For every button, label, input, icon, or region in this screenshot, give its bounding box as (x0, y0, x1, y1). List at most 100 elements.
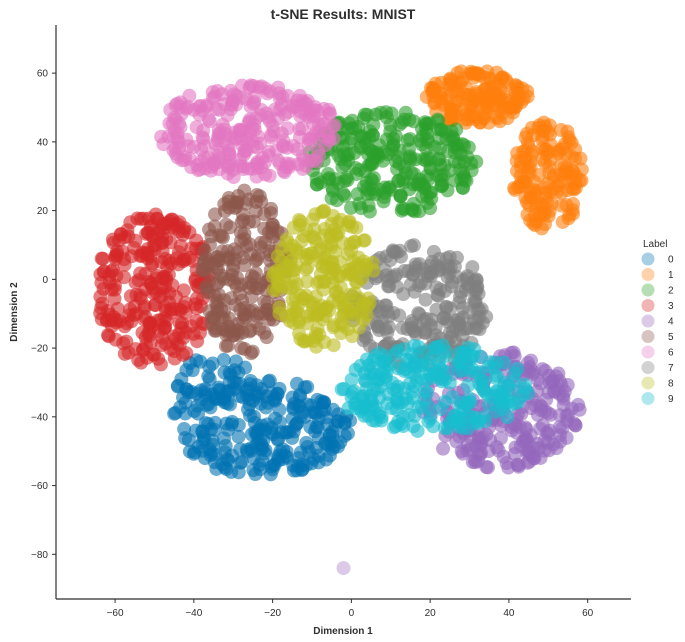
scatter-point-8 (345, 219, 360, 234)
scatter-point-0 (209, 461, 224, 476)
scatter-point-4 (483, 433, 498, 448)
scatter-point-6 (306, 109, 321, 124)
scatter-point-1 (539, 147, 554, 162)
scatter-point-4 (537, 433, 552, 448)
scatter-point-1 (547, 168, 562, 183)
scatter-point-2 (310, 177, 325, 192)
scatter-point-2 (406, 177, 421, 192)
legend-marker (641, 345, 655, 359)
series-6-points (154, 78, 342, 184)
legend-item-3: 3 (641, 299, 674, 312)
scatter-point-8 (270, 249, 285, 264)
scatter-point-3 (158, 299, 173, 314)
scatter-point-2 (419, 151, 434, 166)
scatter-point-5 (227, 275, 242, 290)
scatter-point-2 (464, 156, 479, 171)
scatter-point-7 (387, 269, 402, 284)
scatter-point-2 (360, 107, 375, 122)
scatter-point-5 (257, 325, 272, 340)
legend-marker (641, 283, 655, 297)
scatter-point-8 (347, 235, 362, 250)
scatter-point-2 (432, 141, 447, 156)
scatter-point-9 (378, 349, 393, 364)
y-tick-label: −60 (31, 481, 48, 492)
legend-label: 8 (668, 379, 674, 390)
scatter-point-2 (407, 167, 422, 182)
legend-item-0: 0 (641, 252, 674, 266)
scatter-point-9 (463, 395, 478, 410)
scatter-point-9 (483, 355, 498, 370)
legend-marker (641, 361, 655, 374)
scatter-point-7 (386, 305, 401, 320)
scatter-point-7 (386, 244, 401, 259)
scatter-point-7 (370, 316, 385, 331)
scatter-point-0 (193, 354, 208, 369)
scatter-point-5 (242, 280, 257, 295)
scatter-point-2 (415, 189, 430, 204)
scatter-point-7 (440, 314, 455, 329)
y-axis-label: Dimension 2 (9, 282, 20, 342)
legend-item-9: 9 (641, 392, 674, 405)
scatter-point-5 (236, 213, 251, 228)
scatter-point-4 (552, 419, 567, 434)
scatter-point-1 (574, 162, 589, 177)
scatter-point-0 (261, 374, 276, 389)
scatter-point-3 (151, 313, 166, 328)
legend-marker (641, 392, 655, 405)
series-1-points (419, 64, 589, 236)
scatter-point-5 (238, 307, 253, 322)
scatter-point-6 (184, 160, 199, 175)
scatter-point-7 (431, 263, 446, 278)
scatter-point-8 (317, 228, 332, 243)
scatter-point-0 (235, 390, 250, 405)
legend-item-4: 4 (641, 314, 674, 328)
legend-item-5: 5 (641, 330, 674, 343)
scatter-point-0 (218, 438, 233, 453)
scatter-point-5 (243, 247, 258, 262)
scatter-point-6 (223, 102, 238, 117)
scatter-point-1 (565, 181, 580, 196)
scatter-point-5 (243, 323, 258, 338)
scatter-point-4 (436, 441, 451, 456)
scatter-point-5 (265, 218, 280, 233)
scatter-point-1 (565, 149, 580, 164)
scatter-point-8 (310, 301, 325, 316)
scatter-point-8 (360, 299, 375, 314)
scatter-point-6 (292, 122, 307, 137)
scatter-point-8 (303, 246, 318, 261)
scatter-point-0 (322, 427, 337, 442)
scatter-point-5 (223, 220, 238, 235)
scatter-point-2 (335, 160, 350, 175)
scatter-point-6 (276, 133, 291, 148)
scatter-point-7 (429, 302, 444, 317)
scatter-point-7 (418, 292, 433, 307)
scatter-point-2 (365, 128, 380, 143)
scatter-point-3 (119, 334, 134, 349)
legend-label: 0 (668, 255, 674, 266)
scatter-point-2 (419, 121, 434, 136)
scatter-point-0 (322, 448, 337, 463)
scatter-point-0 (314, 394, 329, 409)
scatter-point-7 (449, 250, 464, 265)
scatter-point-2 (455, 181, 470, 196)
scatter-point-7 (418, 276, 433, 291)
scatter-point-3 (151, 351, 166, 366)
scatter-point-8 (317, 250, 332, 265)
scatter-point-8 (324, 240, 339, 255)
scatter-point-1 (555, 214, 570, 229)
scatter-point-5 (249, 194, 264, 209)
scatter-point-1 (481, 115, 496, 130)
scatter-point-6 (170, 96, 185, 111)
scatter-point-2 (420, 132, 435, 147)
scatter-point-9 (489, 368, 504, 383)
scatter-point-5 (225, 262, 240, 277)
scatter-point-0 (178, 431, 193, 446)
scatter-point-2 (461, 140, 476, 155)
scatter-point-2 (354, 129, 369, 144)
scatter-point-6 (224, 130, 239, 145)
scatter-point-8 (335, 292, 350, 307)
scatter-point-4 (560, 378, 575, 392)
scatter-point-9 (394, 395, 409, 410)
scatter-point-5 (257, 306, 272, 321)
